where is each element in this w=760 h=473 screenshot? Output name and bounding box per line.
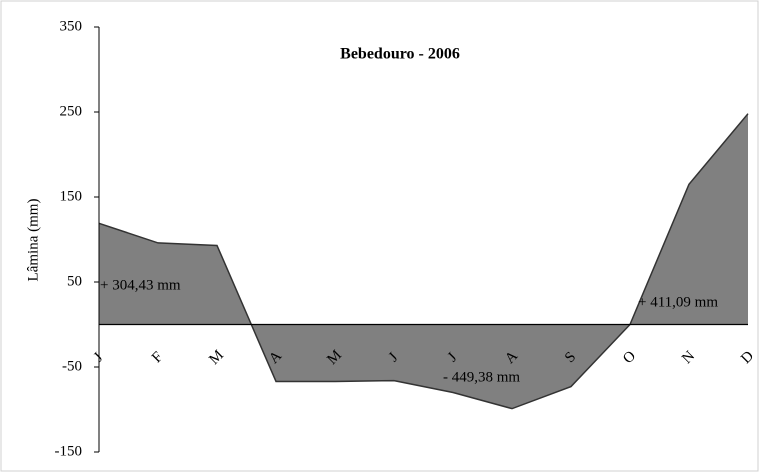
annotation: - 449,38 mm xyxy=(443,369,520,385)
area-line xyxy=(98,113,749,410)
chart-title: Bebedouro - 2006 xyxy=(340,46,460,63)
y-tick-label: -150 xyxy=(55,443,83,459)
y-axis-label: Lâmina (mm) xyxy=(25,199,41,282)
y-tick-label: 250 xyxy=(60,103,83,119)
area-fill xyxy=(99,113,748,409)
y-tick-label: 150 xyxy=(60,188,83,204)
annotation: + 304,43 mm xyxy=(100,277,181,293)
annotation: + 411,09 mm xyxy=(638,294,718,310)
y-tick-label: 50 xyxy=(67,273,82,289)
y-tick-label: -50 xyxy=(62,358,82,374)
y-tick-label: 350 xyxy=(60,18,83,34)
